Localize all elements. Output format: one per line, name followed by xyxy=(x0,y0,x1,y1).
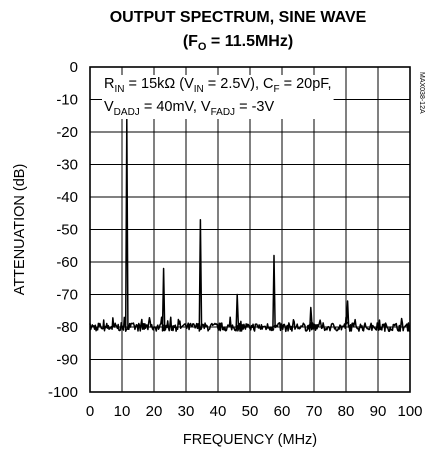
chart-subtitle: (FO = 11.5MHz) xyxy=(183,33,293,53)
plot-frame xyxy=(89,66,411,393)
chart-subtitle-prefix: (F xyxy=(183,33,198,50)
annotation-1-sub: F xyxy=(273,84,279,95)
figure-code: MAX038-12A xyxy=(418,72,425,114)
spectrum-line xyxy=(89,118,411,333)
y-tick-label: -60 xyxy=(56,254,78,271)
x-tick-label: 30 xyxy=(178,403,195,420)
y-tick-labels: 0 -10 -20 -30 -40 -50 -60 -70 -80 -90 -100 xyxy=(48,59,78,401)
x-tick-labels: 0 10 20 30 40 50 60 70 80 90 100 xyxy=(86,403,423,420)
chart-subtitle-sub: O xyxy=(198,41,207,53)
y-tick-label: -100 xyxy=(48,384,78,401)
y-tick-label: -70 xyxy=(56,287,78,304)
annotation-line-1: RIN = 15kΩ (VIN = 2.5V), CF = 20pF, xyxy=(104,76,332,95)
x-tick-label: 50 xyxy=(242,403,259,420)
y-axis-label: ATTENUATION (dB) xyxy=(12,164,28,296)
annotation-2-sub: DADJ xyxy=(114,107,140,118)
x-tick-label: 20 xyxy=(146,403,163,420)
annotation-1-text: = 20pF, xyxy=(280,76,332,92)
y-tick-label: -80 xyxy=(56,319,78,336)
annotation-line-2: VDADJ = 40mV, VFADJ = -3V xyxy=(104,99,274,118)
y-tick-label: -20 xyxy=(56,124,78,141)
annotation-2-text: V xyxy=(104,99,114,115)
annotation-2-sub: FADJ xyxy=(211,107,235,118)
spectrum-series xyxy=(89,118,411,333)
annotation-2-text: = 40mV, V xyxy=(140,99,211,115)
x-tick-label: 60 xyxy=(274,403,291,420)
y-tick-label: -90 xyxy=(56,352,78,369)
chart-title: OUTPUT SPECTRUM, SINE WAVE xyxy=(110,9,367,26)
x-tick-label: 100 xyxy=(397,403,422,420)
x-tick-label: 90 xyxy=(370,403,387,420)
plot-area-bg xyxy=(102,75,334,119)
annotation-1-text: = 2.5V), C xyxy=(204,76,274,92)
annotation-1-sub: IN xyxy=(114,84,124,95)
annotation-2-text: = -3V xyxy=(235,99,274,115)
x-tick-label: 80 xyxy=(338,403,355,420)
x-axis-label: FREQUENCY (MHz) xyxy=(183,432,317,448)
y-tick-label: -40 xyxy=(56,189,78,206)
y-tick-label: -30 xyxy=(56,157,78,174)
x-tick-label: 70 xyxy=(306,403,323,420)
y-tick-label: -10 xyxy=(56,92,78,109)
annotation-1-text: = 15kΩ (V xyxy=(124,76,194,92)
y-tick-label: 0 xyxy=(70,59,78,76)
x-tick-label: 40 xyxy=(210,403,227,420)
annotation-1-sub: IN xyxy=(194,84,204,95)
chart-subtitle-suffix: = 11.5MHz) xyxy=(206,33,293,50)
x-tick-label: 0 xyxy=(86,403,94,420)
y-tick-label: -50 xyxy=(56,222,78,239)
x-tick-label: 10 xyxy=(114,403,131,420)
annotation-1-text: R xyxy=(104,76,114,92)
